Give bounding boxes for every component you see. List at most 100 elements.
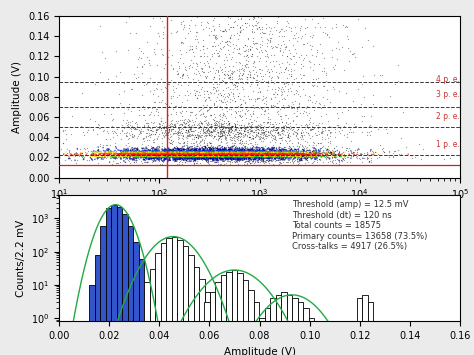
Point xyxy=(283,134,291,140)
Point xyxy=(208,154,216,160)
Point xyxy=(235,133,242,139)
Point xyxy=(160,148,168,154)
Point xyxy=(193,153,201,159)
Point xyxy=(143,154,151,160)
Point xyxy=(234,151,242,157)
Point xyxy=(110,149,118,155)
Point xyxy=(254,148,261,154)
Point xyxy=(308,82,316,88)
Point xyxy=(219,150,227,155)
Point xyxy=(201,148,209,154)
Point xyxy=(199,129,206,134)
Point xyxy=(279,146,287,152)
Point xyxy=(206,153,214,159)
Point xyxy=(218,132,226,138)
Point xyxy=(96,154,103,160)
Point xyxy=(243,152,250,158)
Point xyxy=(103,128,111,133)
Point xyxy=(283,155,291,160)
Point xyxy=(222,64,229,70)
Point xyxy=(161,151,169,156)
Point xyxy=(221,149,229,154)
Point xyxy=(150,152,158,158)
Point xyxy=(169,148,177,154)
Point xyxy=(182,152,190,157)
Point xyxy=(234,151,242,157)
Point xyxy=(231,151,238,157)
Point xyxy=(249,152,256,158)
Point xyxy=(203,153,210,159)
Point xyxy=(364,155,371,160)
Point xyxy=(200,147,208,153)
Point xyxy=(271,146,278,151)
Point xyxy=(196,153,203,159)
Point xyxy=(301,124,309,130)
Point xyxy=(311,151,319,157)
Point xyxy=(217,156,225,162)
Point xyxy=(297,153,304,158)
Point xyxy=(258,151,265,157)
Point xyxy=(318,120,326,126)
Point xyxy=(101,150,109,156)
Point xyxy=(221,131,228,137)
Point xyxy=(252,153,259,159)
Point xyxy=(262,151,270,157)
Point xyxy=(237,147,244,153)
Point xyxy=(154,152,161,157)
Point xyxy=(270,121,277,127)
Point xyxy=(247,150,255,155)
Point xyxy=(246,140,254,146)
Point xyxy=(288,149,296,155)
Point xyxy=(286,152,293,157)
Point xyxy=(213,154,221,160)
Point xyxy=(200,151,207,157)
Point xyxy=(318,130,325,135)
Point xyxy=(201,147,209,153)
Point xyxy=(248,155,256,161)
Point xyxy=(181,155,188,161)
Point xyxy=(186,153,193,158)
Point xyxy=(238,72,246,77)
Point xyxy=(268,132,276,137)
Point xyxy=(237,112,244,118)
Point xyxy=(158,153,165,159)
Point xyxy=(216,151,223,156)
Point xyxy=(244,153,252,158)
Point xyxy=(244,35,252,41)
Point xyxy=(227,149,235,155)
Point xyxy=(317,154,325,159)
Point xyxy=(210,87,217,92)
Point xyxy=(187,149,194,155)
Point xyxy=(237,66,245,72)
Point xyxy=(236,146,243,152)
Point xyxy=(263,155,271,161)
Point xyxy=(225,126,233,131)
Point xyxy=(106,152,114,158)
Point xyxy=(191,153,199,158)
Bar xyxy=(232,270,237,355)
Point xyxy=(206,144,213,149)
Point xyxy=(181,152,189,157)
Point xyxy=(98,156,105,162)
Point xyxy=(178,152,186,158)
Point xyxy=(133,64,141,70)
Point xyxy=(231,18,239,24)
Point xyxy=(344,33,351,39)
Point xyxy=(194,153,202,159)
Point xyxy=(346,48,354,54)
Point xyxy=(245,142,252,147)
Point xyxy=(236,131,243,136)
Point xyxy=(331,154,339,160)
Point xyxy=(217,67,224,72)
Point xyxy=(166,150,174,155)
Point xyxy=(256,155,264,161)
Point xyxy=(157,115,165,121)
Point xyxy=(168,152,176,157)
Point xyxy=(258,151,266,157)
Point xyxy=(216,153,223,159)
Point xyxy=(269,151,276,157)
Point xyxy=(149,154,157,160)
Point xyxy=(109,154,116,160)
Point xyxy=(146,153,154,159)
Point xyxy=(175,131,182,136)
